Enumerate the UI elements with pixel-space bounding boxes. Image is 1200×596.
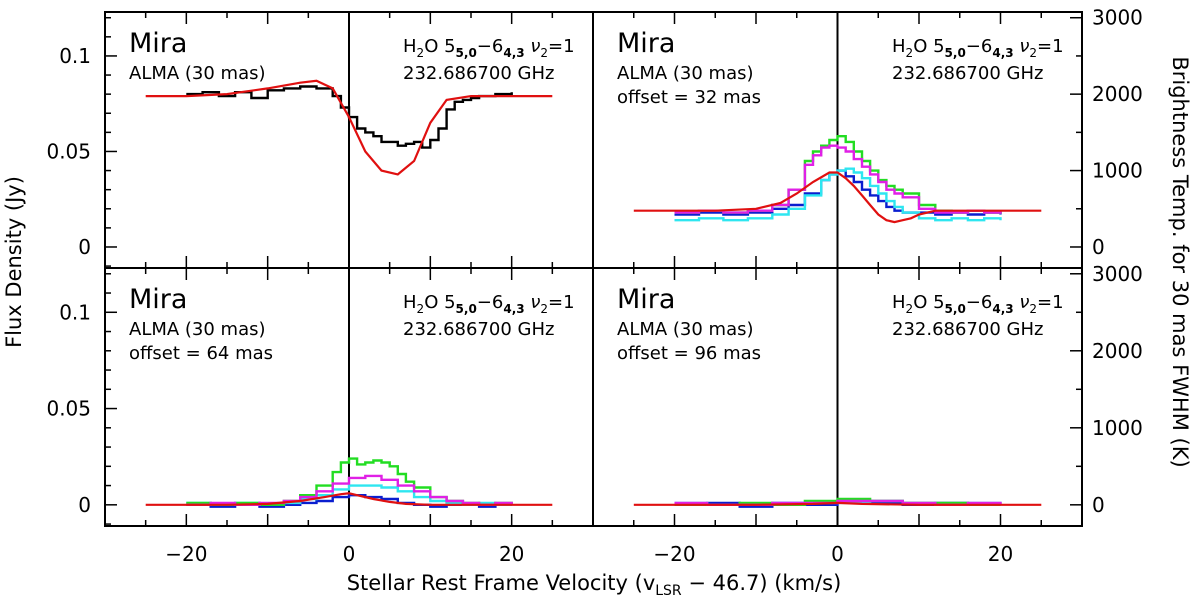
- transition-O: O 5: [424, 292, 455, 313]
- frequency-label: 232.686700 GHz: [892, 319, 1043, 340]
- model-red-line: [145, 79, 553, 176]
- transition-sub: 2: [417, 302, 425, 316]
- transition-nu: ν: [525, 292, 541, 313]
- transition-sub: 2: [906, 302, 914, 316]
- transition-upper: 5,0: [945, 302, 966, 316]
- transition-sub: 2: [906, 46, 914, 60]
- transition-O: O 5: [913, 292, 944, 313]
- transition-sub: 2: [417, 46, 425, 60]
- series-cyan: [674, 167, 1002, 222]
- transition-upper: 5,0: [456, 46, 477, 60]
- star-name: Mira: [129, 28, 187, 59]
- instrument-label: ALMA (30 mas): [617, 63, 754, 84]
- offset-label: offset = 64 mas: [129, 343, 273, 364]
- right-tick-label: 3000: [1092, 6, 1143, 30]
- transition-nu-sub: 2: [540, 302, 548, 316]
- x-tick-label: −20: [653, 542, 695, 566]
- transition-lower: 4,3: [992, 302, 1013, 316]
- x-tick-label: 0: [343, 542, 356, 566]
- series-magenta: [186, 474, 513, 506]
- right-tick-label: 0: [1092, 235, 1105, 259]
- right-tick-label: 2000: [1092, 339, 1143, 363]
- instrument-label: ALMA (30 mas): [129, 63, 266, 84]
- transition-O: O 5: [913, 36, 944, 57]
- transition-upper: 5,0: [945, 46, 966, 60]
- transition-lower: 4,3: [503, 302, 524, 316]
- transition-dash: −6: [477, 36, 504, 57]
- instrument-label: ALMA (30 mas): [129, 319, 266, 340]
- right-tick-label: 1000: [1092, 416, 1143, 440]
- frequency-label: 232.686700 GHz: [892, 63, 1043, 84]
- transition-eq: =1: [548, 36, 575, 57]
- star-name: Mira: [129, 284, 187, 315]
- offset-label: offset = 32 mas: [617, 87, 761, 108]
- transition-lower: 4,3: [992, 46, 1013, 60]
- x-tick-label: 20: [988, 542, 1013, 566]
- panel-bottom-right: 0 1000 2000 3000 −20 0 20 Mira ALMA (30 mas) offs…: [592, 262, 1143, 566]
- instrument-label: ALMA (30 mas): [617, 319, 754, 340]
- transition-nu: ν: [1014, 292, 1030, 313]
- transition-upper: 5,0: [456, 302, 477, 316]
- transition-eq: =1: [1037, 292, 1064, 313]
- transition-species: H: [892, 36, 906, 57]
- panel-bottom-left: 0 0.05 0.1 −20 0 20 Mira ALMA (30 mas) offset = …: [46, 267, 594, 566]
- frequency-label: 232.686700 GHz: [403, 63, 554, 84]
- transition-nu-sub: 2: [540, 46, 548, 60]
- x-tick-label: 20: [499, 542, 524, 566]
- panel-top-right: 0 1000 2000 3000 Mira ALMA (30 mas) offset = 3…: [592, 6, 1143, 269]
- x-axis-label-tail: − 46.7) (km/s): [682, 571, 842, 595]
- x-tick-label: −20: [165, 542, 207, 566]
- transition-nu: ν: [1014, 36, 1030, 57]
- transition-dash: −6: [477, 292, 504, 313]
- transition-eq: =1: [548, 292, 575, 313]
- y-axis-label-right: Brightness Temp. for 30 mas FWHM (K): [1168, 56, 1192, 467]
- transition-label: H2O 55,0−64,3 ν2=1: [892, 36, 1064, 60]
- star-name: Mira: [617, 28, 675, 59]
- panel-data: [145, 457, 553, 508]
- x-axis-label-main: Stellar Rest Frame Velocity (v: [347, 571, 656, 595]
- right-tick-label: 3000: [1092, 262, 1143, 286]
- x-axis-label-sub: LSR: [655, 583, 682, 596]
- y-tick-label: 0.05: [46, 397, 91, 421]
- y-tick-label: 0.1: [59, 44, 91, 68]
- transition-species: H: [892, 292, 906, 313]
- transition-dash: −6: [966, 292, 993, 313]
- y-axis-label-left: Flux Density (Jy): [2, 176, 26, 348]
- transition-label: H2O 55,0−64,3 ν2=1: [403, 36, 575, 60]
- y-tick-label: 0.05: [46, 139, 91, 163]
- transition-nu-sub: 2: [1029, 302, 1037, 316]
- model-red-line: [145, 492, 553, 506]
- x-tick-label: 0: [831, 542, 844, 566]
- star-name: Mira: [617, 284, 675, 315]
- transition-eq: =1: [1037, 36, 1064, 57]
- panel-data: [633, 135, 1042, 224]
- series-observed: [186, 85, 513, 149]
- transition-species: H: [403, 292, 417, 313]
- y-tick-label: 0: [78, 235, 91, 259]
- right-tick-label: 1000: [1092, 159, 1143, 183]
- model-red-line: [633, 501, 1042, 506]
- transition-label: H2O 55,0−64,3 ν2=1: [403, 292, 575, 316]
- frequency-label: 232.686700 GHz: [403, 319, 554, 340]
- model-red-line: [633, 171, 1042, 224]
- transition-O: O 5: [424, 36, 455, 57]
- x-axis-label: Stellar Rest Frame Velocity (vLSR − 46.7…: [347, 571, 842, 596]
- offset-label: offset = 96 mas: [617, 343, 761, 364]
- y-tick-label: 0: [78, 493, 91, 517]
- transition-species: H: [403, 36, 417, 57]
- transition-label: H2O 55,0−64,3 ν2=1: [892, 292, 1064, 316]
- right-tick-label: 2000: [1092, 82, 1143, 106]
- transition-lower: 4,3: [503, 46, 524, 60]
- panel-data: [145, 79, 553, 176]
- y-tick-label: 0.1: [59, 300, 91, 324]
- transition-nu: ν: [525, 36, 541, 57]
- transition-nu-sub: 2: [1029, 46, 1037, 60]
- right-tick-label: 0: [1092, 493, 1105, 517]
- panel-data: [633, 497, 1042, 508]
- transition-dash: −6: [966, 36, 993, 57]
